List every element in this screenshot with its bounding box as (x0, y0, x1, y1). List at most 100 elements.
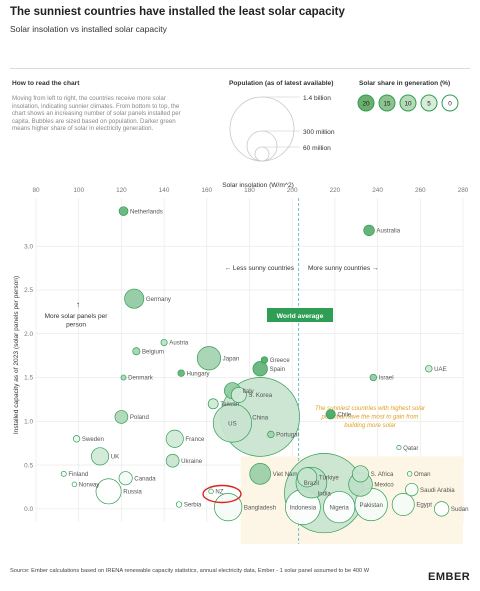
point-label: Norway (79, 482, 101, 489)
data-bubble (323, 491, 356, 524)
x-tick-label: 100 (73, 187, 84, 194)
point-label: Netherlands (130, 208, 163, 215)
solar-share-legend-label: 20 (362, 100, 370, 107)
data-bubble (95, 478, 122, 505)
data-bubble (325, 409, 336, 420)
world-average-label: World average (277, 313, 324, 320)
point-label: Indonesia (290, 505, 317, 512)
point-label: Japan (223, 355, 240, 362)
data-bubble (175, 501, 183, 508)
solar-share-legend-label: 5 (427, 100, 431, 107)
more-panels-arrow: ↑ (76, 300, 80, 309)
data-bubble (396, 445, 402, 451)
population-legend-heading: Population (as of latest available) (229, 80, 334, 87)
data-bubble (363, 224, 375, 237)
data-bubble (260, 356, 269, 364)
data-bubble (165, 429, 184, 448)
point-label: UK (111, 454, 119, 461)
chart-title: The sunniest countries have installed th… (10, 6, 345, 18)
nz-highlight-ring (202, 484, 242, 504)
y-tick-label: 0.0 (24, 506, 33, 513)
point-label: Pakistan (360, 502, 383, 509)
data-points (60, 206, 450, 534)
solar-share-legend-swatch (378, 94, 396, 112)
x-tick-label: 240 (372, 187, 383, 194)
point-label: Saudi Arabia (420, 487, 455, 494)
data-bubble (72, 435, 81, 443)
data-bubble (297, 467, 318, 488)
data-bubble (91, 447, 110, 466)
data-bubble (212, 403, 252, 443)
point-label: Mexico (374, 482, 394, 489)
population-legend-label: 1.4 billion (303, 95, 331, 102)
x-axis-label: Solar insolation (W/m^2) (222, 182, 294, 189)
point-label: China (252, 414, 269, 421)
annotation-line: person (66, 322, 86, 329)
data-bubble (114, 410, 129, 424)
sunniest-countries-note: The sunniest countries with highest sola… (315, 405, 426, 429)
data-bubble (165, 453, 180, 468)
y-tick-label: 2.5 (24, 287, 33, 294)
point-label: Greece (270, 357, 291, 364)
solar-share-legend-swatch (441, 94, 459, 112)
x-tick-label: 120 (116, 187, 127, 194)
point-label: Viet Nam (273, 471, 298, 478)
point-label: US (228, 421, 236, 428)
more-panels-annotation: More solar panels per person (45, 313, 109, 329)
ember-logo: EMBER (428, 571, 471, 583)
data-bubble (120, 374, 127, 381)
data-bubble (160, 338, 168, 346)
point-label: Portugal (276, 432, 299, 439)
annotations: ← Less sunny countries More sunny countr… (45, 265, 426, 429)
population-legend-circle-large (229, 96, 295, 162)
data-bubble (124, 288, 145, 309)
annotation-line: potential have the most to gain from (321, 414, 419, 421)
world-average-badge (267, 308, 333, 322)
x-tick-label: 220 (330, 187, 341, 194)
solar-share-legend-heading: Solar share in generation (%) (359, 80, 451, 87)
point-label: Qatar (403, 445, 418, 452)
solar-share-legend-label: 0 (448, 100, 452, 107)
point-label: France (185, 436, 205, 443)
chart-subtitle: Solar insolation vs installed solar capa… (10, 24, 167, 34)
point-label: Austria (169, 340, 189, 347)
data-bubble (71, 481, 78, 488)
population-legend-circle-small (254, 146, 270, 162)
population-legend: 1.4 billion 300 million 60 million (229, 95, 335, 162)
data-bubble (267, 430, 275, 439)
x-tick-label: 260 (415, 187, 426, 194)
data-bubble (214, 492, 243, 522)
point-label: Egypt (416, 502, 432, 509)
data-bubble (230, 387, 247, 403)
data-bubble (369, 373, 378, 382)
y-axis-label: Installed capacity as of 2023 (solar pan… (13, 276, 20, 434)
point-label: Denmark (128, 375, 154, 382)
data-bubble (405, 482, 419, 497)
point-label: Spain (269, 366, 285, 373)
how-to-text: Moving from left to right, the countries… (12, 95, 181, 133)
data-bubble (118, 471, 133, 486)
solar-share-legend-label: 15 (383, 100, 391, 107)
data-bubble (208, 488, 214, 495)
x-tick-label: 160 (201, 187, 212, 194)
x-tick-label: 80 (32, 187, 40, 194)
y-tick-label: 1.5 (24, 375, 33, 382)
point-label: Taiwan (220, 401, 239, 408)
y-tick-label: 2.0 (24, 331, 33, 338)
point-label: Ukraine (181, 458, 203, 465)
data-bubble (60, 470, 67, 477)
solar-share-legend-swatch (420, 94, 438, 112)
solar-share-legend: 20 15 10 5 0 (357, 94, 459, 112)
point-label: Brazil (304, 480, 319, 487)
data-bubble (177, 369, 185, 377)
annotation-line: More solar panels per (45, 313, 109, 320)
point-label: S. Korea (248, 392, 272, 399)
data-bubble (132, 347, 141, 356)
point-label: Hungary (187, 370, 211, 377)
source-note: Source: Ember calculations based on IREN… (10, 568, 370, 574)
point-label: Sudan (451, 506, 469, 513)
point-label: Australia (376, 228, 400, 235)
data-bubble (207, 398, 219, 410)
x-tick-label: 140 (159, 187, 170, 194)
